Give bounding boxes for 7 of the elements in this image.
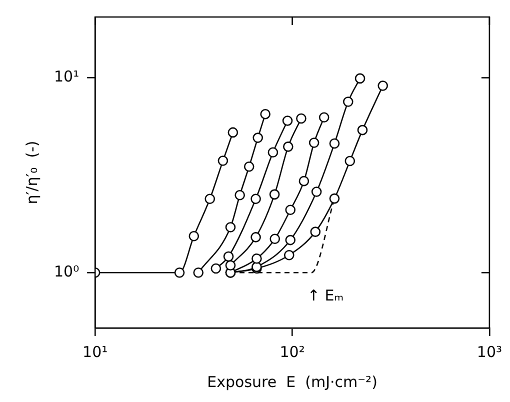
annotation: ↑ Eₘ: [307, 286, 344, 305]
x-tick-label: 10²: [280, 342, 305, 361]
y-axis-title: η′/η′₀ (-): [22, 140, 41, 204]
x-axis-title: Exposure E (mJ·cm⁻²): [207, 372, 378, 391]
x-tick-label: 10¹: [82, 342, 108, 361]
y-tick-label: 10⁰: [54, 262, 80, 281]
x-tick-label: 10³: [476, 342, 502, 361]
